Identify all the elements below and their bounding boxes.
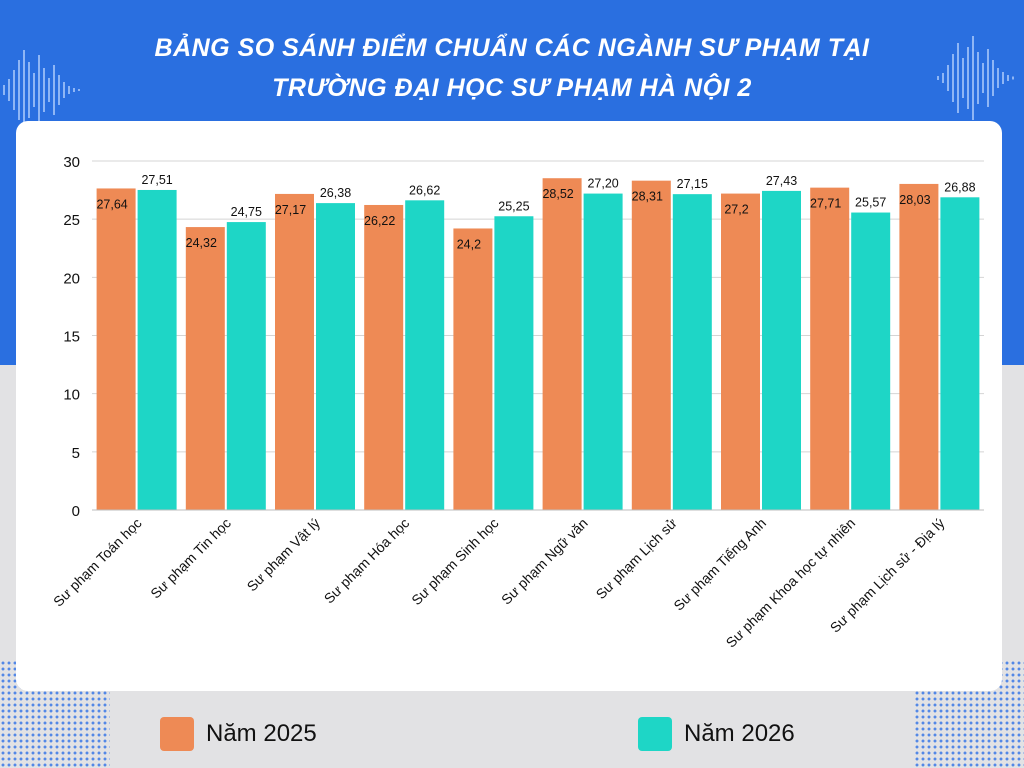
bar-2025 bbox=[96, 188, 136, 511]
bar-2025 bbox=[542, 178, 582, 510]
x-tick-label: Sư phạm Sinh học bbox=[408, 515, 501, 608]
y-tick-label: 30 bbox=[63, 154, 80, 171]
data-label: 27,43 bbox=[766, 174, 797, 188]
bar-2026 bbox=[672, 194, 712, 510]
data-label: 27,20 bbox=[587, 177, 618, 191]
y-tick-label: 15 bbox=[63, 329, 80, 346]
data-label: 27,15 bbox=[677, 177, 708, 191]
bar-chart: 0 5 10 15 20 25 30 27,64 27,51 Sư phạm Toán học 24… bbox=[50, 154, 984, 651]
bar-2025 bbox=[899, 183, 939, 510]
data-label: 28,03 bbox=[899, 193, 930, 207]
legend-swatch-2025 bbox=[160, 717, 194, 751]
bar-2025 bbox=[275, 193, 314, 510]
y-tick-label: 5 bbox=[72, 445, 80, 462]
data-label: 28,52 bbox=[542, 187, 573, 201]
bar-2025 bbox=[453, 228, 493, 510]
bar-2026 bbox=[405, 200, 445, 510]
data-label: 27,51 bbox=[141, 173, 172, 187]
x-tick-label: Sư phạm Toán học bbox=[50, 515, 145, 610]
y-tick-label: 20 bbox=[63, 270, 80, 287]
data-label: 27,71 bbox=[810, 197, 841, 211]
data-label: 24,2 bbox=[457, 237, 481, 251]
page-title: BẢNG SO SÁNH ĐIỂM CHUẨN CÁC NGÀNH SƯ PHẠ… bbox=[60, 28, 964, 108]
bar-2026 bbox=[762, 190, 801, 510]
data-label: 27,2 bbox=[724, 203, 748, 217]
bar-2026 bbox=[316, 203, 355, 510]
sound-wave-left-decoration bbox=[3, 50, 80, 130]
data-label: 25,57 bbox=[855, 196, 886, 210]
sound-wave-right-decoration bbox=[937, 36, 1014, 120]
y-tick-label: 0 bbox=[72, 503, 80, 520]
data-label: 28,31 bbox=[632, 190, 663, 204]
x-tick-label: Sư phạm Hóa học bbox=[321, 515, 413, 607]
x-tick-label: Sư phạm Tin học bbox=[147, 515, 234, 602]
data-label: 27,64 bbox=[96, 197, 127, 211]
bar-2026 bbox=[494, 216, 534, 510]
data-label: 26,22 bbox=[364, 214, 395, 228]
legend-label-2025: Năm 2025 bbox=[206, 720, 317, 747]
data-label: 26,38 bbox=[320, 186, 351, 200]
bar-2026 bbox=[851, 212, 891, 510]
title-line-1: BẢNG SO SÁNH ĐIỂM CHUẨN CÁC NGÀNH SƯ PHẠ… bbox=[154, 34, 870, 62]
data-label: 24,32 bbox=[186, 236, 217, 250]
x-tick-label: Sư phạm Ngữ văn bbox=[498, 515, 591, 608]
chart-card: 0 5 10 15 20 25 30 27,64 27,51 Sư phạm Toán học 24… bbox=[16, 121, 1002, 691]
data-label: 25,25 bbox=[498, 199, 529, 213]
legend-item-2026: Năm 2026 bbox=[638, 716, 795, 752]
legend-item-2025: Năm 2025 bbox=[160, 716, 317, 752]
data-label: 27,17 bbox=[275, 203, 306, 217]
x-tick-label: Sư phạm Tiếng Anh bbox=[670, 515, 769, 614]
data-label: 26,88 bbox=[944, 180, 975, 194]
bar-2025 bbox=[364, 204, 404, 510]
y-tick-label: 10 bbox=[63, 387, 80, 404]
legend-label-2026: Năm 2026 bbox=[684, 720, 795, 747]
title-line-2: TRƯỜNG ĐẠI HỌC SƯ PHẠM HÀ NỘI 2 bbox=[272, 74, 752, 102]
bar-2025 bbox=[631, 180, 671, 510]
x-tick-label: Sư phạm Lịch sử bbox=[593, 515, 680, 602]
bar-2026 bbox=[940, 197, 980, 510]
bar-2025 bbox=[721, 193, 760, 510]
bar-2025 bbox=[185, 227, 225, 510]
x-tick-label: Sư phạm Vật lý bbox=[244, 515, 324, 595]
bar-2026 bbox=[137, 189, 177, 510]
y-tick-label: 25 bbox=[63, 212, 80, 229]
legend-swatch-2026 bbox=[638, 717, 672, 751]
bar-2026 bbox=[226, 222, 266, 510]
bar-2025 bbox=[810, 187, 850, 511]
data-label: 26,62 bbox=[409, 183, 440, 197]
data-label: 24,75 bbox=[231, 205, 262, 219]
bar-2026 bbox=[583, 193, 623, 510]
